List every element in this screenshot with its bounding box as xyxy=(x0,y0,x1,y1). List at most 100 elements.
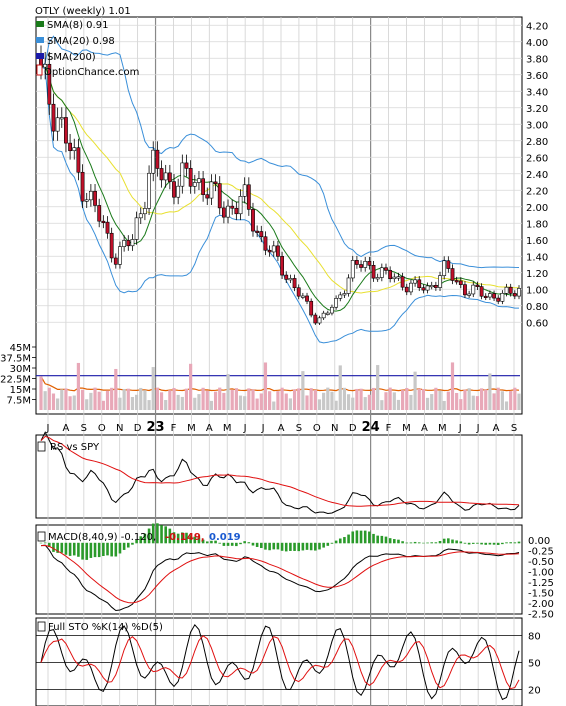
volume-bar xyxy=(243,396,247,410)
volume-bar xyxy=(247,388,251,410)
macd-histogram-bar xyxy=(376,535,379,544)
volume-bar xyxy=(450,362,455,410)
candle xyxy=(80,171,85,202)
macd-histogram-bar xyxy=(247,542,251,544)
candle xyxy=(463,284,467,296)
volume-bar xyxy=(126,388,130,410)
macd-histogram-bar xyxy=(326,542,330,546)
volume-bar xyxy=(305,395,309,410)
legend-site: OptionChance.com xyxy=(44,67,139,78)
macd-histogram-bar xyxy=(243,541,246,544)
candle xyxy=(375,277,380,280)
macd-histogram-bar xyxy=(189,535,192,544)
macd-histogram-bar xyxy=(447,538,450,544)
rs-panel-icon xyxy=(37,441,46,452)
volume-bar xyxy=(184,388,189,410)
macd-histogram-bar xyxy=(114,542,118,557)
volume-bar xyxy=(504,401,509,410)
price-tick-label: 1.60 xyxy=(526,236,548,247)
macd-histogram-bar xyxy=(193,536,197,544)
macd-histogram-bar xyxy=(39,542,43,544)
candle xyxy=(209,181,214,199)
candle xyxy=(84,199,89,202)
volume-bar xyxy=(292,389,297,410)
macd-histogram-bar xyxy=(422,542,425,544)
candle xyxy=(471,284,476,295)
month-label: S xyxy=(296,423,302,434)
candle xyxy=(93,190,97,206)
macd-histogram-bar xyxy=(276,542,280,550)
macd-histogram-bar xyxy=(81,542,84,560)
volume-tick-label: 37.5M xyxy=(0,354,31,365)
candle xyxy=(450,268,455,281)
macd-histogram-bar xyxy=(147,528,151,544)
volume-bar xyxy=(475,396,480,410)
candle xyxy=(354,260,359,265)
volume-average xyxy=(40,376,520,392)
volume-bar xyxy=(388,387,392,410)
macd-histogram-bar xyxy=(210,540,213,544)
macd-histogram-bar xyxy=(272,542,276,550)
legend-swatch-sma20 xyxy=(36,37,44,43)
macd-histogram-bar xyxy=(164,526,167,544)
price-tick-label: 0.60 xyxy=(526,318,548,329)
month-label: J xyxy=(261,423,265,434)
candle xyxy=(271,245,276,253)
volume-bar xyxy=(139,387,143,410)
volume-bar xyxy=(172,387,176,410)
volume-bar xyxy=(309,388,313,410)
macd-histogram-bar xyxy=(43,542,47,544)
volume-bar xyxy=(76,362,81,410)
macd-histogram-bar xyxy=(239,542,242,545)
candle xyxy=(396,276,401,279)
month-label: F xyxy=(386,423,392,434)
macd-histogram-bar xyxy=(185,532,188,544)
sto-tick-label: 80 xyxy=(528,632,541,643)
macd-histogram-bar xyxy=(151,523,155,544)
volume-bar xyxy=(434,387,438,410)
macd-histogram-bar xyxy=(118,542,122,554)
macd-histogram-bar xyxy=(417,542,421,544)
candlesticks xyxy=(39,45,521,325)
panel-frame-3 xyxy=(35,617,523,706)
macd-histogram-bar xyxy=(235,542,238,547)
month-label: O xyxy=(98,423,106,434)
volume-bar xyxy=(130,397,135,410)
price-tick-label: 2.40 xyxy=(526,170,548,181)
candle xyxy=(488,293,492,298)
macd-histogram-bar xyxy=(102,542,105,556)
volume-bar xyxy=(334,400,338,410)
candle xyxy=(55,117,60,132)
macd-histogram-bar xyxy=(280,542,284,551)
candle xyxy=(288,278,293,281)
volume-bar xyxy=(479,388,484,410)
macd-histogram-bar xyxy=(255,542,259,547)
candle xyxy=(342,293,347,296)
candle xyxy=(97,205,102,222)
candle xyxy=(508,286,513,294)
sto-tick-label: 50 xyxy=(528,659,541,670)
signal-value: 0.019 xyxy=(209,532,241,543)
candle xyxy=(433,285,438,288)
candle xyxy=(409,282,413,293)
macd-histogram-bar xyxy=(110,542,113,557)
volume-bar xyxy=(168,390,172,410)
volume-bar xyxy=(51,393,56,410)
volume-bar xyxy=(380,400,384,410)
candle xyxy=(43,63,48,68)
macd-tick-label: -2.50 xyxy=(528,610,554,621)
macd-histogram-bar xyxy=(314,542,317,551)
macd-histogram-bar xyxy=(172,532,176,544)
panel-frame-2 xyxy=(35,524,523,615)
volume-bar xyxy=(409,394,413,410)
macd-line xyxy=(40,544,520,612)
bollinger-lower xyxy=(40,66,519,344)
candle xyxy=(313,314,318,324)
macd-histogram-bar xyxy=(509,542,512,544)
macd-histogram-bar xyxy=(131,542,134,545)
macd-histogram-bar xyxy=(305,542,309,550)
candle xyxy=(118,246,122,265)
volume-bar xyxy=(226,373,230,410)
volume-bar xyxy=(222,392,226,410)
macd-histogram-bar xyxy=(505,542,508,544)
